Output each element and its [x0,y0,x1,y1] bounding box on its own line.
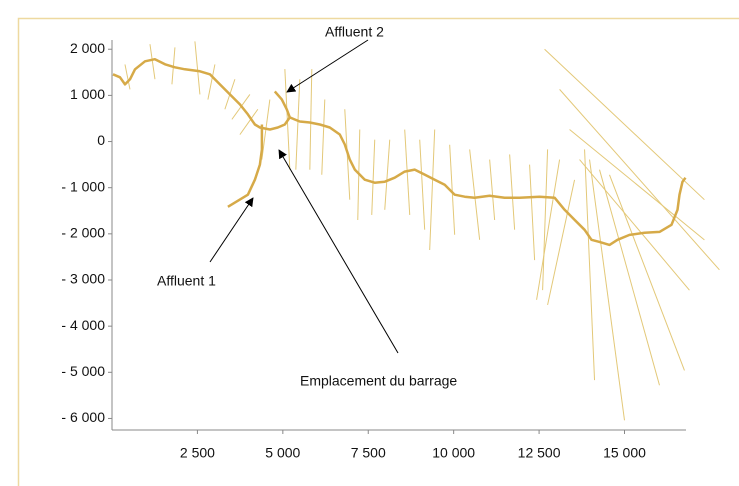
cross-section [529,164,536,261]
x-tick-label: 7 500 [351,445,386,461]
annotation: Affluent 1 [157,273,216,289]
river-line [112,57,687,247]
y-tick-label: - 3 000 [61,271,105,287]
cross-section [419,139,426,230]
y-tick-label: - 4 000 [61,317,105,333]
cross-section [384,139,391,210]
cross-section [509,154,516,230]
y-tick-label: - 1 000 [61,178,105,194]
cross-section [536,159,561,300]
cross-section [194,41,201,95]
cross-section [542,149,549,291]
cross-section [584,149,596,381]
cross-section [489,159,496,221]
cross-section [207,64,216,100]
x-tick-label: 5 000 [265,445,300,461]
annotation: Affluent 2 [325,24,384,40]
x-tick-label: 10 000 [432,445,475,461]
y-tick-label: 1 000 [70,86,105,102]
y-tick-label: - 6 000 [61,409,105,425]
cross-section [449,144,456,235]
cross-section [429,129,436,251]
cross-section [589,159,625,421]
cross-section [547,179,576,306]
cross-section [371,139,376,215]
x-tick-label: 15 000 [603,445,646,461]
cross-section [569,129,705,241]
cross-section [295,79,301,170]
y-tick-label: 0 [97,132,105,148]
cross-section [149,44,156,80]
y-tick-label: - 2 000 [61,225,105,241]
cross-section [609,174,685,371]
cross-section [579,159,690,291]
cross-section [321,99,326,175]
cross-section [469,149,481,240]
x-tick-label: 12 500 [518,445,561,461]
y-tick-label: - 5 000 [61,363,105,379]
cross-section [559,89,720,271]
y-tick-label: 2 000 [70,40,105,56]
plot-area: 2 000 1 000 0 - 1 000 - 2 000 - 3 000 - 4 000 -… [61,40,720,461]
cross-section [239,108,259,135]
cross-section [309,69,313,170]
river-line [273,90,291,118]
cross-section [599,169,660,386]
cross-section [124,64,131,90]
annotation: Emplacement du barrage [300,373,457,389]
arrow [278,149,399,354]
x-tick-label: 2 500 [180,445,215,461]
arrow [209,197,254,263]
frame [17,17,739,486]
river-line [227,124,264,208]
arrow [286,39,369,93]
cross-section [544,48,705,201]
